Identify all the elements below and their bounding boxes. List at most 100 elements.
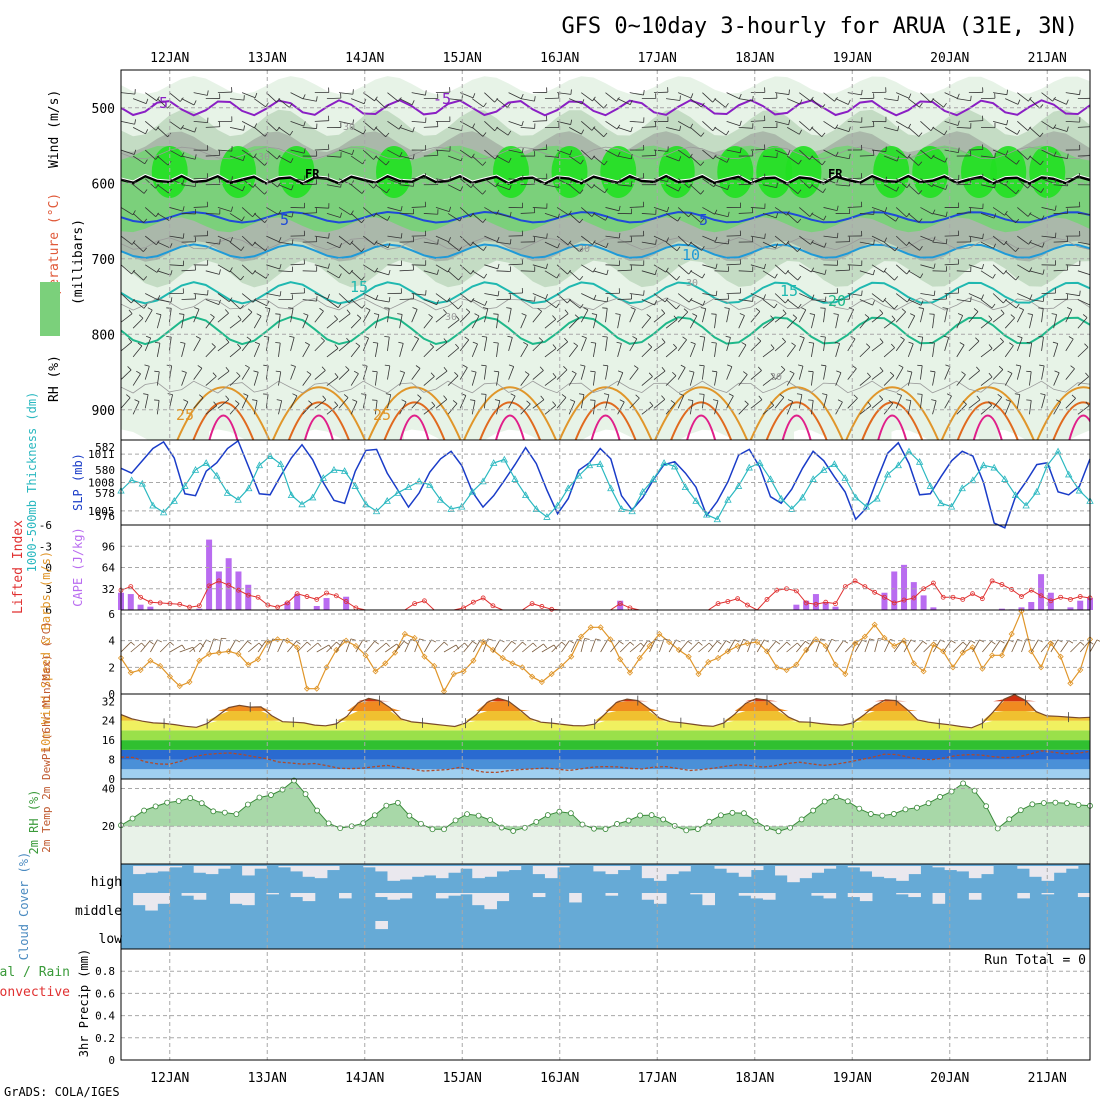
wind-barb <box>290 263 305 266</box>
rh2m-point <box>418 820 424 827</box>
wind-barb-flag <box>139 314 144 319</box>
lifted-index-point <box>911 595 917 601</box>
wind-barb <box>399 314 403 329</box>
wind-barb-flag <box>496 236 500 242</box>
rh2m-point <box>937 794 943 800</box>
wind-barb <box>1016 365 1022 380</box>
wind-barb <box>544 155 559 158</box>
wind-barb-flag <box>701 246 705 251</box>
wind-barb-flag <box>1004 210 1008 216</box>
precip-tick: 0 <box>108 1054 115 1067</box>
wind-speed-point <box>313 685 320 692</box>
wind-barb-flag <box>682 336 687 341</box>
wind-speed-point <box>1067 680 1074 687</box>
wind-barb-flag <box>412 154 415 160</box>
wind-barb-flag <box>918 307 924 309</box>
wind-speed-point <box>656 630 663 638</box>
wind-barb <box>556 149 571 156</box>
thickness-point <box>330 466 338 473</box>
wind-barb <box>581 149 592 160</box>
wind-barb-flag <box>879 366 884 372</box>
wind-speed-point <box>1047 640 1054 647</box>
wind-barb <box>593 127 605 138</box>
wind-barb <box>823 308 826 323</box>
wind-barb-flag <box>809 212 814 217</box>
isotherm-arch <box>383 401 446 440</box>
wind-barb-flag <box>452 400 458 404</box>
wind-barb <box>520 98 535 102</box>
wind-barb-flag <box>861 290 863 296</box>
wind-speed-point <box>714 654 722 662</box>
lifted-index-point <box>979 596 985 602</box>
wind-barb <box>653 149 668 152</box>
chart-title: GFS 0~10day 3-hourly for ARUA (31E, 3N) <box>561 14 1078 39</box>
wind-barb-flag <box>384 364 390 367</box>
cloud-gap <box>847 866 861 868</box>
wind-barb <box>1077 299 1090 306</box>
wind-speed-point <box>705 658 712 666</box>
wind-barb <box>132 98 147 105</box>
wind-barb <box>786 155 799 165</box>
date-label-bottom: 17JAN <box>638 1071 677 1086</box>
wind-barb-flag <box>481 364 487 367</box>
wind-barb <box>992 313 1005 323</box>
wind-barb-flag <box>988 401 993 406</box>
cloud-gap <box>1017 893 1030 899</box>
wind-barb <box>314 148 329 151</box>
wind-barb <box>702 394 705 409</box>
wind-barb <box>774 235 787 246</box>
rh2m-point <box>890 811 897 817</box>
wind-barb-flag <box>667 176 669 182</box>
wind-barb-flag <box>789 370 795 374</box>
wind-barb <box>726 178 741 181</box>
ylabel-temp2m: 2m Temp 2m DewPt (6hr Min/Max) (°C) <box>40 621 53 853</box>
wind-barb <box>738 374 748 386</box>
wind-speed-point <box>920 668 927 675</box>
wind-speed-point <box>754 638 761 646</box>
wind10m-barb-flag <box>999 640 1005 644</box>
wind-barb <box>363 235 375 245</box>
wind-barb <box>544 97 559 100</box>
wind10m-barb-flag <box>247 640 252 645</box>
cloud-gap <box>145 866 158 873</box>
lifted-index-point <box>236 587 241 593</box>
temp-band <box>121 694 1090 702</box>
rh2m-point <box>1029 801 1036 808</box>
wind-barb <box>156 400 160 415</box>
wind-barb-flag <box>670 400 676 404</box>
wind-barb <box>677 207 689 218</box>
date-label-top: 20JAN <box>930 51 969 66</box>
wind-barb <box>314 120 329 122</box>
wind10m-barb-flag <box>543 643 548 649</box>
wind-barb <box>689 371 695 386</box>
cloud-gap <box>605 866 619 875</box>
wind-barb <box>617 401 625 415</box>
wind-barb-flag <box>632 336 638 340</box>
wind-barb <box>508 366 515 380</box>
wind-barb <box>992 293 1004 304</box>
isotherm-arch <box>1068 414 1090 440</box>
label-20: 20 <box>828 292 846 310</box>
wind-barb <box>193 338 201 352</box>
wind-barb-flag <box>798 129 803 135</box>
rh-high-patch <box>220 145 256 198</box>
lifted-index-point <box>422 598 427 604</box>
wind-speed-point <box>303 685 311 692</box>
wind-barb <box>471 400 476 415</box>
date-label-bottom: 13JAN <box>248 1071 287 1086</box>
wind-barb-flag <box>1003 240 1008 246</box>
wind-barb-flag <box>552 372 557 378</box>
temp-band <box>121 720 1090 731</box>
wind-barb <box>738 183 753 186</box>
wind-barb-flag <box>906 269 911 275</box>
wind-barb <box>496 155 510 163</box>
wind-barb-flag <box>583 307 589 311</box>
wind-barb <box>726 120 741 127</box>
wind-barb <box>387 121 400 130</box>
cloud-gap <box>1029 866 1043 877</box>
wind-barb-flag <box>823 215 827 221</box>
wind-barb-flag <box>356 314 362 319</box>
wind-barb <box>265 308 271 323</box>
cloud-gap <box>678 866 691 872</box>
wind-barb-flag <box>237 343 242 349</box>
